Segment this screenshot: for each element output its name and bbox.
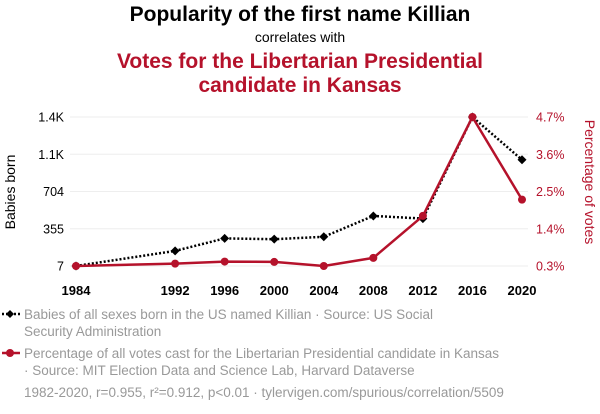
legend-text-votes-1: Percentage of all votes cast for the Lib… [24,346,499,361]
series-point-1 [468,113,477,121]
left-axis-ticks: 1.4K 1.1K 704 355 7 [38,111,64,274]
x-tick: 2016 [458,283,487,298]
y-tick-left: 704 [43,185,64,199]
x-tick: 1992 [161,283,190,298]
series-point-1 [518,195,526,204]
series-point-1 [72,262,80,270]
x-tick: 2000 [260,283,289,298]
y-axis-label-left: Babies born [2,155,18,230]
x-tick: 2008 [359,283,388,298]
x-tick: 2012 [408,283,437,298]
x-tick: 1984 [62,283,92,298]
chart-title: Popularity of the first name Killian [130,3,471,26]
y-axis-label-right: Percentage of votes [582,120,598,245]
y-tick-left: 355 [43,222,64,236]
chart-subtitle: correlates with [255,29,345,45]
y-tick-right: 2.5% [536,185,565,199]
legend-marker-killian [6,310,14,318]
series-point-0 [220,233,230,243]
series-point-0 [368,211,378,221]
legend-text-killian-2: Security Administration [24,324,161,339]
y-tick-left: 7 [57,260,64,274]
series-point-0 [319,232,329,242]
series-point-1 [418,211,427,220]
y-tick-right: 3.6% [536,148,565,162]
legend: Babies of all sexes born in the US named… [2,307,499,378]
x-tick: 1996 [210,283,239,298]
x-tick: 2004 [309,283,339,298]
series-point-0 [269,234,279,244]
y-tick-right: 0.3% [536,260,565,274]
footer-stats: 1982-2020, r=0.955, r²=0.912, p<0.01 · t… [24,385,504,400]
x-tick: 2020 [508,283,537,298]
grid-lines [70,116,528,267]
y-tick-right: 4.7% [536,111,565,125]
y-tick-right: 1.4% [536,222,565,236]
x-axis-ticks: 1984 1992 1996 2000 2004 2008 2012 2016 2020 [62,283,537,298]
chart-title2-line2: candidate in Kansas [198,74,401,97]
y-tick-left: 1.1K [38,148,64,162]
series-point-0 [517,155,527,165]
legend-text-killian-1: Babies of all sexes born in the US named… [24,307,433,322]
series-layer [71,112,527,271]
legend-text-votes-2: · Source: MIT Election Data and Science … [24,363,415,378]
legend-marker-votes [6,349,14,357]
series-point-0 [170,246,180,256]
right-axis-ticks: 4.7% 3.6% 2.5% 1.4% 0.3% [536,111,565,274]
series-point-1 [171,259,180,268]
series-point-1 [270,257,279,266]
series-point-1 [220,257,229,266]
series-point-1 [319,262,328,270]
series-point-1 [369,253,378,262]
chart-title2-line1: Votes for the Libertarian Presidential [117,50,483,73]
y-tick-left: 1.4K [38,111,64,125]
